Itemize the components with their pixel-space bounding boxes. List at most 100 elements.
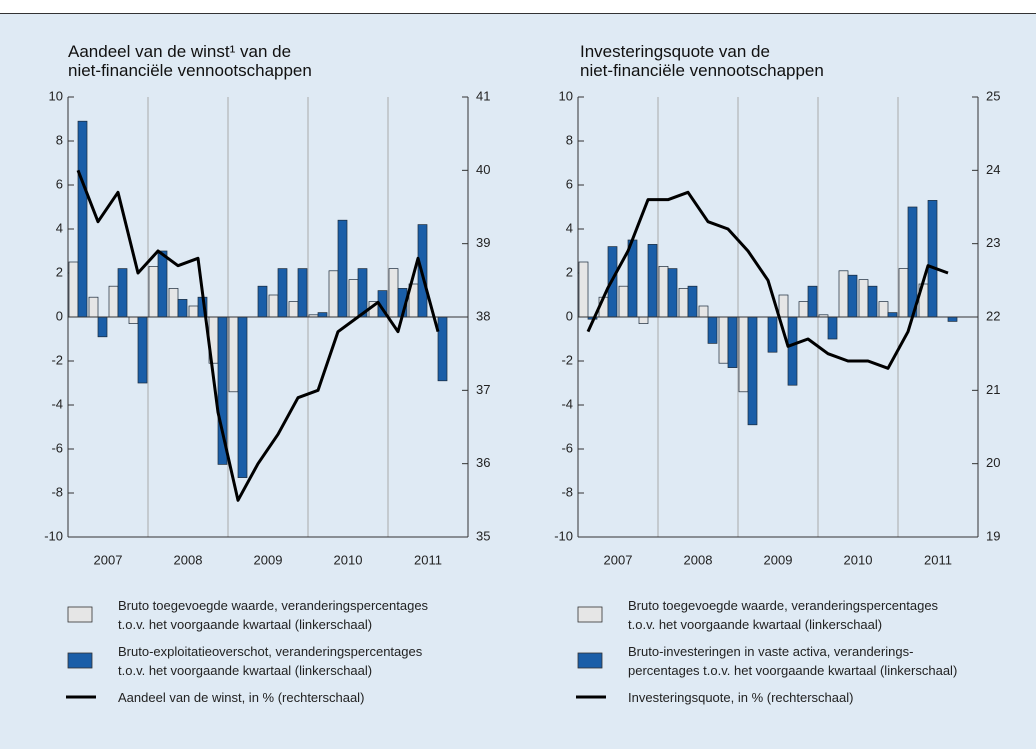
bar bbox=[237, 316, 248, 478]
y-tick-label: -8 bbox=[51, 484, 63, 499]
x-tick-label: 2008 bbox=[174, 552, 203, 567]
x-tick-label: 2010 bbox=[844, 552, 873, 567]
bar bbox=[667, 268, 678, 318]
chart-title: Aandeel van de winst¹ van de niet-financ… bbox=[68, 42, 312, 80]
bar bbox=[168, 288, 179, 318]
bar bbox=[887, 312, 898, 318]
x-tick-label: 2010 bbox=[334, 552, 363, 567]
bar bbox=[807, 285, 818, 318]
bar bbox=[727, 316, 738, 368]
y2-tick-label: 25 bbox=[986, 88, 1000, 103]
y2-tick-label: 37 bbox=[476, 382, 490, 397]
y-tick-label: 6 bbox=[56, 176, 63, 191]
bar bbox=[798, 301, 809, 318]
legend-label: Bruto-exploitatieoverschot, veranderings… bbox=[118, 644, 423, 678]
bar bbox=[337, 219, 348, 318]
y-tick-label: 2 bbox=[56, 264, 63, 279]
y-tick-label: -2 bbox=[51, 352, 63, 367]
bar bbox=[778, 294, 789, 318]
legend-label: Bruto-investeringen in vaste activa, ver… bbox=[628, 644, 958, 678]
x-tick-label: 2007 bbox=[604, 552, 633, 567]
y2-tick-label: 38 bbox=[476, 308, 490, 323]
bar bbox=[647, 244, 658, 318]
legend-swatch bbox=[67, 652, 93, 669]
legend-label: Bruto toegevoegde waarde, veranderingspe… bbox=[628, 598, 939, 632]
bar bbox=[738, 316, 749, 393]
legend-swatch bbox=[577, 606, 603, 623]
y-tick-label: 4 bbox=[56, 220, 63, 235]
x-tick-label: 2011 bbox=[414, 552, 442, 567]
bar bbox=[297, 268, 308, 318]
bar bbox=[148, 266, 159, 318]
bar bbox=[137, 316, 148, 384]
bar bbox=[687, 285, 698, 318]
bar bbox=[847, 274, 858, 318]
background bbox=[0, 13, 1036, 749]
bar bbox=[97, 316, 108, 338]
bar bbox=[878, 301, 889, 318]
bar bbox=[578, 261, 589, 318]
y-tick-label: -4 bbox=[51, 396, 63, 411]
legend-label: Investeringsquote, in % (rechterschaal) bbox=[628, 690, 854, 705]
bar bbox=[907, 206, 918, 318]
y2-tick-label: 19 bbox=[986, 528, 1000, 543]
bar bbox=[268, 294, 279, 318]
y-tick-label: -8 bbox=[561, 484, 573, 499]
bar bbox=[77, 120, 88, 318]
y2-tick-label: 23 bbox=[986, 235, 1000, 250]
bar bbox=[257, 285, 268, 318]
x-tick-label: 2008 bbox=[684, 552, 713, 567]
y-tick-label: -10 bbox=[44, 528, 63, 543]
y2-tick-label: 22 bbox=[986, 308, 1000, 323]
y2-tick-label: 24 bbox=[986, 162, 1000, 177]
bar bbox=[317, 312, 328, 318]
bar bbox=[68, 261, 79, 318]
bar bbox=[838, 270, 849, 318]
y-tick-label: 0 bbox=[566, 308, 573, 323]
x-tick-label: 2007 bbox=[94, 552, 123, 567]
y2-tick-label: 21 bbox=[986, 382, 1000, 397]
line bbox=[76, 169, 440, 502]
chart-title: Investeringsquote van de niet-financiële… bbox=[580, 42, 824, 80]
y-tick-label: 0 bbox=[56, 308, 63, 323]
bar bbox=[927, 200, 938, 318]
bar bbox=[767, 316, 778, 353]
x-tick-label: 2009 bbox=[764, 552, 793, 567]
bar bbox=[348, 279, 359, 318]
y-tick-label: 8 bbox=[56, 132, 63, 147]
bar bbox=[228, 316, 239, 393]
bar bbox=[858, 279, 869, 318]
legend-swatch bbox=[577, 652, 603, 669]
bar bbox=[618, 285, 629, 318]
bar bbox=[747, 316, 758, 426]
y2-tick-label: 40 bbox=[476, 162, 490, 177]
bar bbox=[827, 316, 838, 340]
y-tick-label: 8 bbox=[566, 132, 573, 147]
line bbox=[586, 190, 949, 370]
y-tick-label: 10 bbox=[559, 88, 573, 103]
bar bbox=[188, 305, 199, 318]
legend-label: Aandeel van de winst, in % (rechterschaa… bbox=[118, 690, 365, 705]
bar bbox=[128, 316, 139, 324]
bar bbox=[678, 288, 689, 318]
y-tick-label: -10 bbox=[554, 528, 573, 543]
y2-tick-label: 36 bbox=[476, 455, 490, 470]
bar bbox=[437, 316, 448, 382]
y-tick-label: 10 bbox=[49, 88, 63, 103]
bar bbox=[658, 266, 669, 318]
bar bbox=[947, 316, 958, 322]
y-tick-label: 4 bbox=[566, 220, 573, 235]
y-tick-label: -6 bbox=[51, 440, 63, 455]
y2-tick-label: 41 bbox=[476, 88, 490, 103]
bar bbox=[388, 268, 399, 318]
legend-label: Bruto toegevoegde waarde, veranderingspe… bbox=[118, 598, 429, 632]
x-tick-label: 2009 bbox=[254, 552, 283, 567]
bar bbox=[108, 285, 119, 318]
y2-tick-label: 20 bbox=[986, 455, 1000, 470]
bar bbox=[277, 268, 288, 318]
bar bbox=[867, 285, 878, 318]
bar bbox=[157, 250, 168, 318]
bar bbox=[698, 305, 709, 318]
